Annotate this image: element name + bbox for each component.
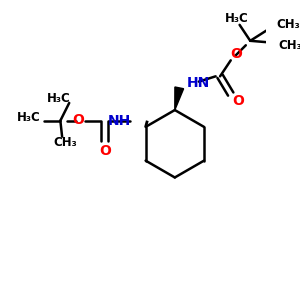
Text: H₃C: H₃C [17, 111, 41, 124]
Text: H₃C: H₃C [47, 92, 71, 105]
Text: HN: HN [186, 76, 210, 90]
Text: O: O [72, 113, 84, 127]
Text: O: O [230, 47, 242, 61]
Polygon shape [175, 87, 184, 110]
Text: CH₃: CH₃ [279, 39, 300, 52]
Text: CH₃: CH₃ [53, 136, 77, 149]
Text: O: O [232, 94, 244, 108]
Text: H₃C: H₃C [225, 12, 249, 25]
Text: NH: NH [108, 114, 131, 128]
Text: CH₃: CH₃ [277, 18, 300, 31]
Text: O: O [99, 144, 111, 158]
